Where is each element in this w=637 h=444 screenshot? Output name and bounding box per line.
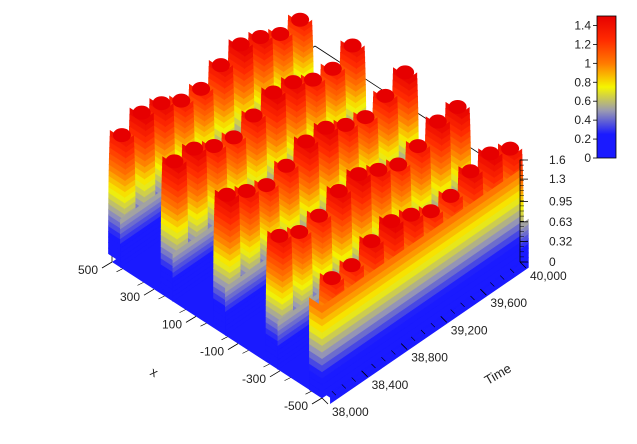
x-minor-tick bbox=[116, 268, 123, 273]
z-tick-label: 0.32 bbox=[549, 235, 573, 249]
time-axis-label: Time bbox=[482, 361, 514, 388]
z-tick-label: 0.95 bbox=[549, 194, 573, 208]
x-tick-label: -300 bbox=[242, 372, 266, 386]
time-tick bbox=[519, 261, 527, 269]
time-minor-tick bbox=[351, 377, 356, 382]
x-tick-label: -100 bbox=[200, 345, 224, 359]
colorbar-label: 1.2 bbox=[574, 37, 591, 51]
x-minor-tick bbox=[242, 350, 249, 354]
time-minor-tick bbox=[331, 390, 337, 396]
time-minor-tick bbox=[460, 302, 465, 308]
side-wall bbox=[309, 297, 323, 399]
x-tick-label: 500 bbox=[78, 263, 98, 277]
x-tick-label: 100 bbox=[162, 317, 182, 331]
x-tick-label: -500 bbox=[284, 399, 308, 413]
x-minor-tick bbox=[221, 336, 228, 341]
front-wall bbox=[321, 169, 521, 399]
x-tick bbox=[143, 288, 155, 296]
time-tick bbox=[321, 397, 329, 405]
surface-pulses bbox=[108, 12, 529, 405]
time-minor-tick bbox=[430, 322, 436, 328]
x-tick bbox=[185, 316, 197, 323]
time-tick-label: 39,200 bbox=[451, 323, 488, 337]
time-minor-tick bbox=[381, 356, 386, 362]
colorbar-label: 0 bbox=[584, 151, 591, 165]
colorbar-label: 0.4 bbox=[574, 113, 591, 127]
time-minor-tick bbox=[371, 363, 376, 369]
x-tick bbox=[269, 370, 281, 378]
z-tick-label: 1.6 bbox=[549, 153, 566, 167]
x-minor-tick bbox=[200, 322, 207, 327]
time-tick-label: 40,000 bbox=[530, 269, 567, 283]
colorbar-label: 1.4 bbox=[574, 18, 591, 32]
time-minor-tick bbox=[480, 288, 485, 294]
time-minor-tick bbox=[509, 268, 515, 274]
x-minor-tick bbox=[158, 295, 165, 300]
time-minor-tick bbox=[341, 384, 347, 389]
colorbar-label: 0.6 bbox=[574, 94, 591, 108]
x-minor-tick bbox=[179, 309, 186, 313]
x-tick bbox=[101, 261, 113, 269]
time-minor-tick bbox=[499, 275, 505, 280]
time-minor-tick bbox=[470, 295, 475, 301]
colorbar: 1.4 1.2 1 0.8 0.6 0.4 0.2 0 bbox=[574, 15, 617, 165]
time-minor-tick bbox=[400, 343, 406, 348]
x-axis-label: x bbox=[148, 364, 162, 380]
x-tick-label: 300 bbox=[120, 290, 140, 304]
time-tick-label: 39,600 bbox=[490, 296, 527, 310]
time-minor-tick bbox=[391, 350, 396, 355]
time-minor-tick bbox=[420, 329, 426, 335]
time-minor-tick bbox=[361, 370, 366, 376]
time-minor-tick bbox=[490, 282, 495, 287]
z-tick-label: 0.63 bbox=[549, 215, 573, 229]
z-tick-label: 0 bbox=[549, 255, 556, 269]
x-tick bbox=[311, 397, 323, 405]
time-tick-label: 38,800 bbox=[411, 351, 448, 365]
time-tick-label: 38,400 bbox=[372, 378, 409, 392]
x-minor-tick bbox=[137, 282, 144, 286]
colorbar-label: 0.2 bbox=[574, 132, 591, 146]
colorbar-label: 1 bbox=[584, 56, 591, 70]
colorbar-label: 0.8 bbox=[574, 75, 591, 89]
z-tick-label: 1.3 bbox=[549, 172, 566, 186]
x-minor-tick bbox=[263, 363, 270, 368]
time-tick-label: 38,000 bbox=[332, 405, 369, 419]
time-minor-tick bbox=[450, 309, 455, 314]
time-minor-tick bbox=[440, 316, 446, 321]
x-minor-tick bbox=[284, 377, 291, 381]
time-minor-tick bbox=[410, 336, 416, 342]
x-tick bbox=[227, 343, 239, 350]
colorbar-scale bbox=[596, 15, 617, 159]
x-minor-tick bbox=[305, 390, 312, 395]
